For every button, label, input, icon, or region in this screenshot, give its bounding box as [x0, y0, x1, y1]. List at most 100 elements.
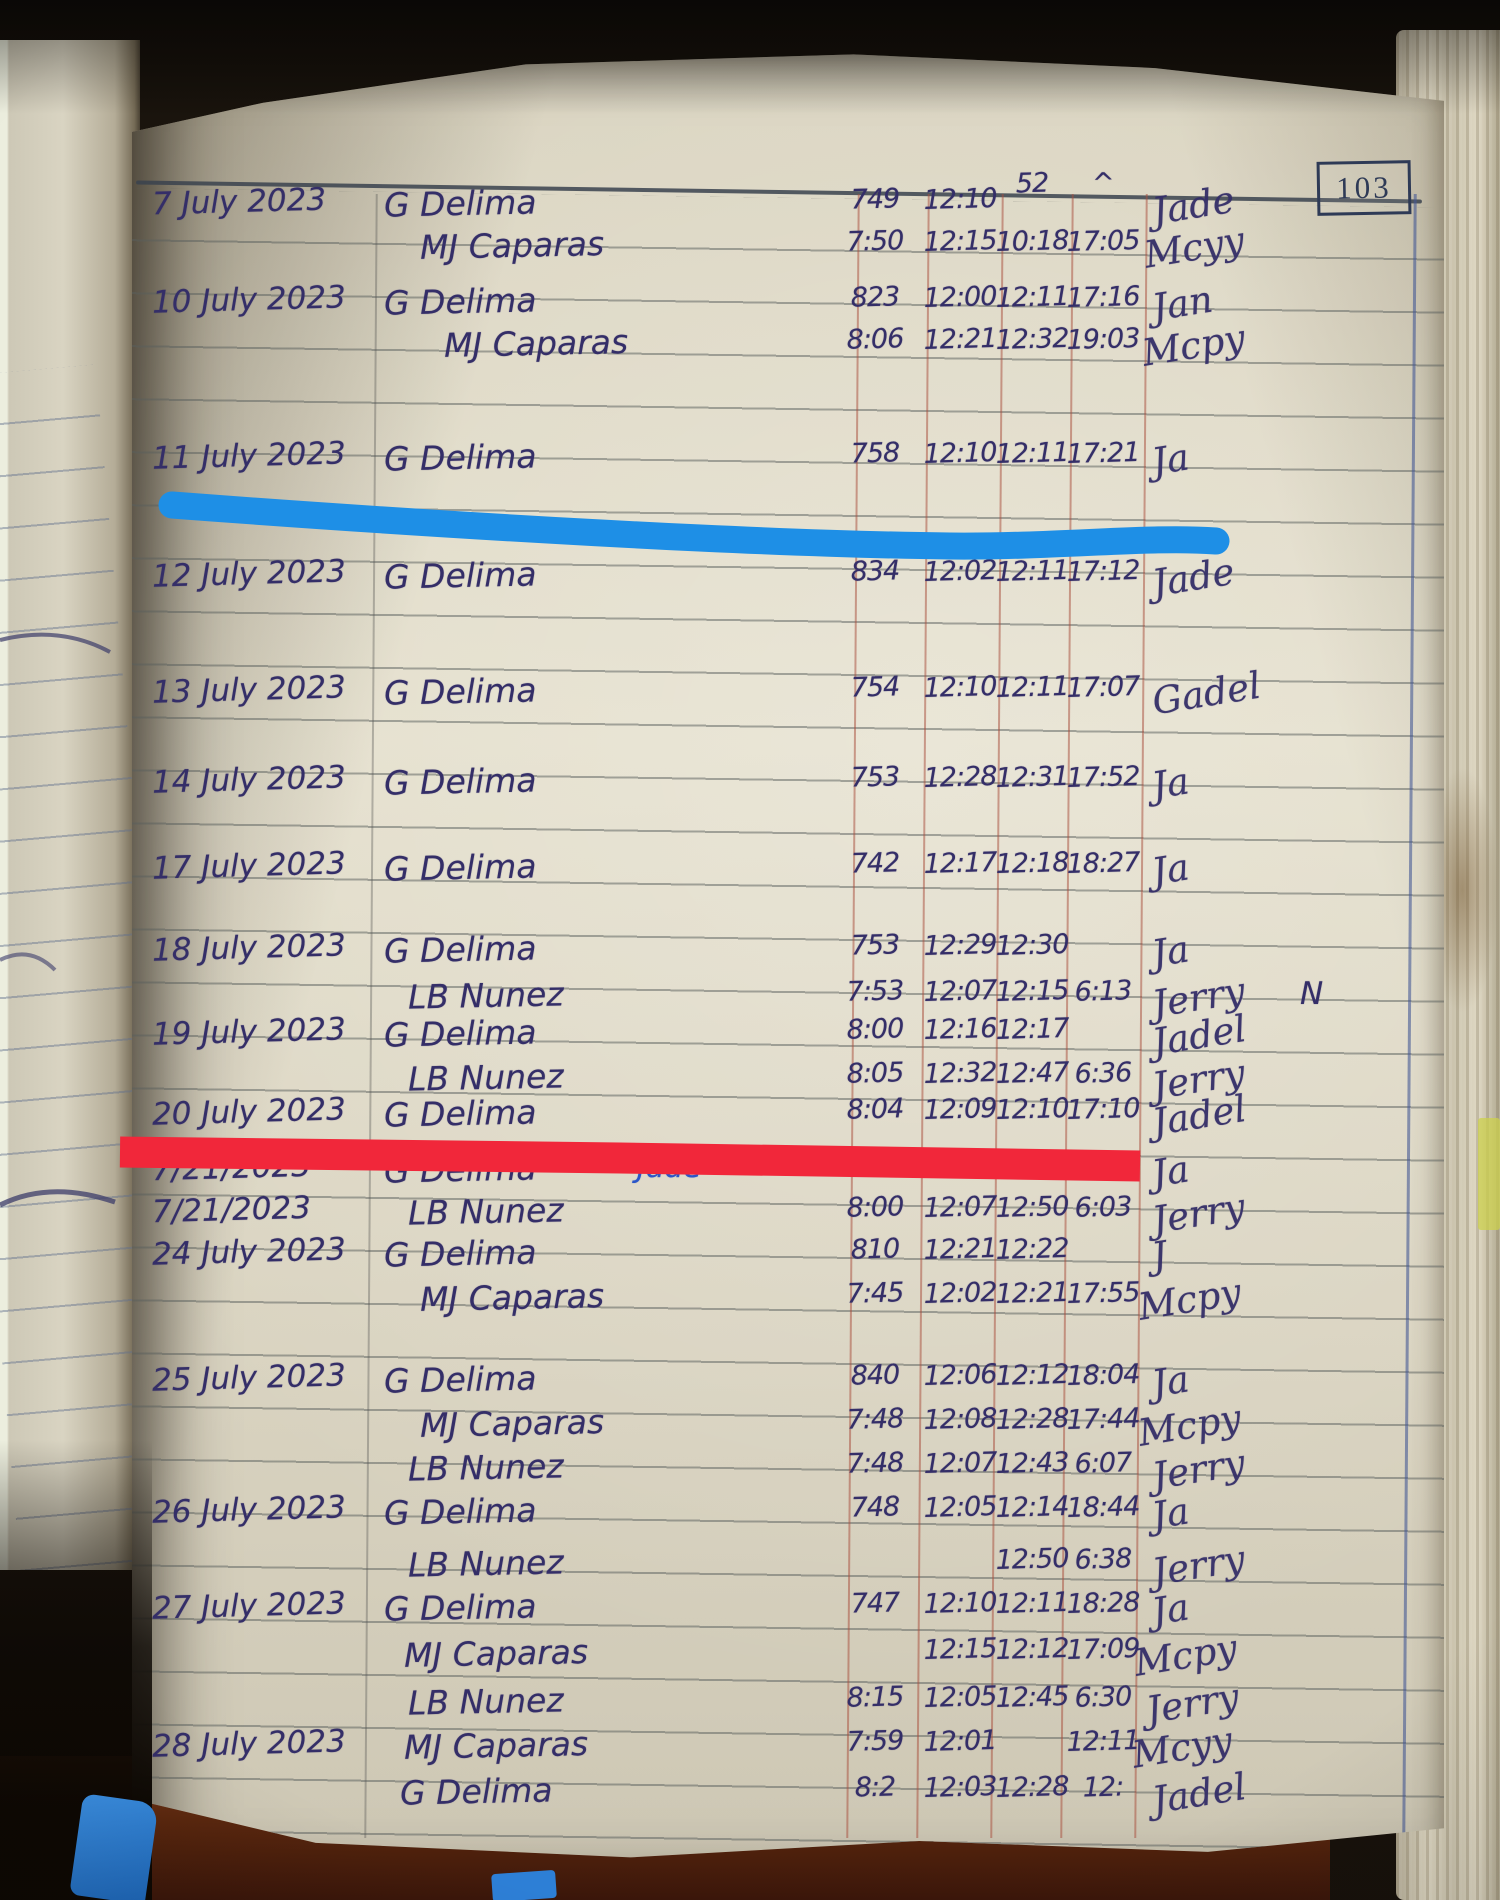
time-text: 12:10 — [923, 182, 997, 217]
name-text: MJ Caparas — [443, 322, 629, 365]
time-text: 17:07 — [1066, 670, 1140, 705]
log-row: MJ Caparas 12:15 12:12 17:09 Mcpy — [132, 1626, 1444, 1686]
date-text: 19 July 2023 — [151, 1011, 347, 1053]
signature: Jerry — [1149, 1536, 1248, 1595]
log-row: 26 July 2023 G Delima 748 12:05 12:14 18:44 Ja — [132, 1489, 1444, 1544]
name-text: G Delima — [383, 1490, 537, 1533]
time-text: 12:30 — [995, 928, 1069, 963]
blue-cover-corner — [69, 1793, 159, 1900]
name-text: LB Nunez — [407, 1446, 565, 1489]
log-row: MJ Caparas 8:06 12:21 12:32 19:03 Mcpy — [132, 316, 1444, 376]
log-entries: 52 ^ 7 July 2023 G Delima 749 12:10 Jade MJ Cap… — [132, 54, 1444, 1857]
time-text: 18:44 — [1066, 1490, 1140, 1525]
time-text: 18:27 — [1066, 846, 1140, 881]
facing-page-ink-marks — [0, 632, 116, 1208]
blue-cover-sliver — [491, 1869, 557, 1900]
signature: Ja — [1148, 1147, 1193, 1196]
name-text: G Delima — [383, 1148, 537, 1191]
log-row: 11 July 2023 G Delima 758 12:10 12:11 17:21 Ja — [132, 435, 1444, 490]
signature: Gadel — [1149, 663, 1264, 724]
time-text: 6:36 — [1074, 1057, 1132, 1090]
date-text: 18 July 2023 — [151, 927, 347, 969]
name-text: LB Nunez — [407, 1190, 565, 1233]
signature: Jadel — [1149, 1764, 1250, 1823]
time-text: 6:07 — [1074, 1447, 1132, 1480]
date-text: 7/21/2023 — [151, 1147, 312, 1189]
date-text: 20 July 2023 — [151, 1091, 347, 1133]
log-row: 20 July 2023 G Delima 8:04 12:09 12:10 17:10 J… — [132, 1087, 1444, 1146]
name-text: LB Nunez — [407, 1056, 565, 1099]
signature: Ja — [1148, 845, 1193, 894]
name-text: LB Nunez — [407, 1680, 565, 1723]
time-text: 18:04 — [1066, 1358, 1140, 1393]
date-text: 28 July 2023 — [151, 1723, 347, 1765]
signature: Ja — [1148, 435, 1193, 484]
log-row: 13 July 2023 G Delima 754 12:10 12:11 17:07 Ga… — [132, 664, 1444, 724]
time-text: 6:13 — [1074, 975, 1132, 1008]
notebook-page: 103 52 ^ 7 July 2023 G Delima 749 12:10 Jade MJ… — [132, 54, 1444, 1858]
date-text: 17 July 2023 — [151, 845, 347, 887]
signature: Jerry — [1149, 1440, 1248, 1499]
time-text: 17:10 — [1066, 1092, 1140, 1127]
name-text: G Delima — [383, 1012, 537, 1055]
signature: Jadel — [1149, 1086, 1250, 1145]
log-row: 12 July 2023 G Delima 834 12:02 12:11 17:12 Ja… — [132, 550, 1444, 608]
log-row: 18 July 2023 G Delima 753 12:29 12:30 Ja — [132, 927, 1444, 982]
name-text: G Delima — [383, 280, 537, 323]
name-text: G Delima — [383, 846, 537, 889]
name-text: MJ Caparas — [419, 224, 605, 267]
name-text: G Delima — [383, 1358, 537, 1401]
name-text: MJ Caparas — [419, 1276, 605, 1319]
name-text: G Delima — [383, 554, 537, 597]
date-text: 10 July 2023 — [151, 279, 347, 321]
signature: Jade — [1149, 549, 1238, 606]
log-row: G Delima 8:2 12:03 12:28 12: Jadel — [132, 1765, 1444, 1824]
time-text: 17:52 — [1066, 760, 1140, 795]
name-text: G Delima — [383, 436, 537, 479]
log-row: 17 July 2023 G Delima 742 12:17 12:18 18:27 Ja — [132, 845, 1444, 900]
time-text: 12: — [1082, 1771, 1124, 1804]
time-text: 12:22 — [995, 1232, 1069, 1267]
name-text: MJ Caparas — [403, 1724, 589, 1767]
date-text: 7/21/2023 — [151, 1189, 312, 1231]
time-text: 17:12 — [1066, 554, 1140, 589]
page-edge-yellow-sliver — [1478, 1118, 1500, 1230]
log-row: 27 July 2023 G Delima 747 12:10 12:11 18:28 Ja — [132, 1585, 1444, 1640]
name-text: G Delima — [399, 1770, 553, 1813]
date-text: 25 July 2023 — [151, 1357, 347, 1399]
name-text: G Delima — [383, 928, 537, 971]
name-text: G Delima — [383, 182, 537, 225]
name-text: LB Nunez — [407, 1542, 565, 1585]
date-text: 7 July 2023 — [151, 181, 327, 223]
signature: J — [1148, 1233, 1171, 1278]
name-text: MJ Caparas — [403, 1632, 589, 1675]
date-text: 14 July 2023 — [151, 759, 347, 801]
signature-extra-mark: N — [1300, 976, 1324, 1012]
date-text: 11 July 2023 — [151, 435, 347, 477]
name-text: G Delima — [383, 1232, 537, 1275]
signature: Ja — [1148, 759, 1193, 808]
name-text: LB Nunez — [407, 974, 565, 1017]
signature: Ja — [1148, 1357, 1193, 1406]
date-text: 13 July 2023 — [151, 669, 347, 711]
time-text: 6:38 — [1074, 1543, 1132, 1576]
time-text: 12:17 — [995, 1012, 1069, 1047]
name-text: G Delima — [383, 1092, 537, 1135]
name-text: G Delima — [383, 760, 537, 803]
note-text: Jade — [637, 1150, 702, 1185]
time-text: 12:01 — [923, 1724, 997, 1759]
facing-page-edge — [0, 40, 140, 1570]
date-text: 24 July 2023 — [151, 1231, 347, 1273]
name-text: G Delima — [383, 1586, 537, 1629]
signature: Ja — [1148, 1489, 1193, 1538]
date-text: 12 July 2023 — [151, 553, 347, 595]
name-text: G Delima — [383, 670, 537, 713]
time-text: 6:03 — [1074, 1191, 1132, 1224]
log-row: MJ Caparas 7:45 12:02 12:21 17:55 Mcpy — [132, 1270, 1444, 1330]
time-text: 18:28 — [1066, 1586, 1140, 1621]
time-text: 17:16 — [1066, 280, 1140, 315]
log-row: MJ Caparas 7:50 12:15 10:18 17:05 Mcyy — [132, 218, 1444, 278]
date-text: 27 July 2023 — [151, 1585, 347, 1627]
time-text: 17:21 — [1066, 436, 1140, 471]
